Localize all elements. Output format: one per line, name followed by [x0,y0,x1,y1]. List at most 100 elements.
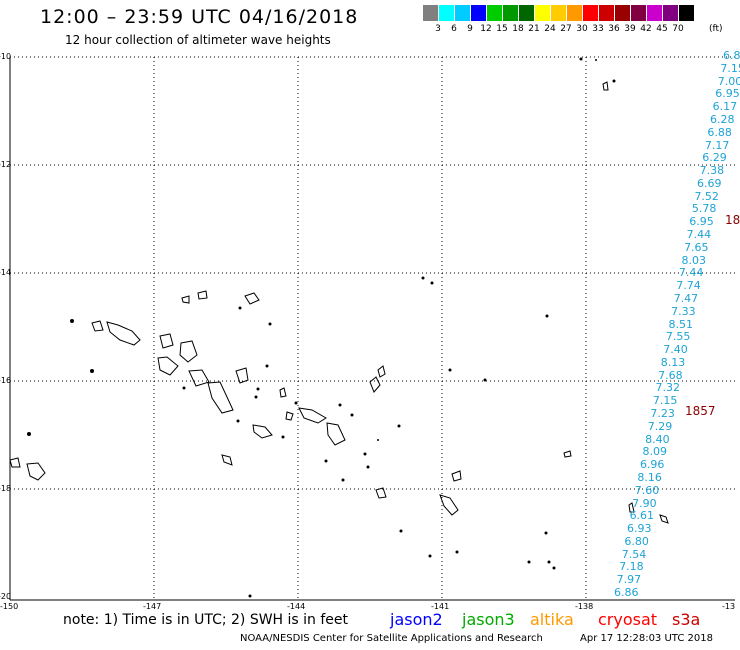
wave-height-value: 6.95 [715,87,740,101]
wave-height-value: 7.23 [650,407,675,420]
color-swatch [454,5,470,21]
wave-height-value: 7.29 [647,419,673,433]
color-swatch [630,5,646,21]
color-scale-label: 18 [512,24,524,34]
latitude-label: -20 [0,592,12,601]
wave-height-value: 6.96 [639,458,665,472]
island-outline [439,494,459,516]
island-outline [298,407,327,424]
island-outline [207,381,234,414]
island-outline [235,367,249,384]
wave-height-value: 7.32 [655,381,681,395]
page-title: 12:00 – 23:59 UTC 04/16/2018 [40,6,359,28]
wave-height-value: 6.17 [712,100,738,114]
color-swatch [518,5,534,21]
color-swatch [438,5,454,21]
map-frame [9,56,735,601]
note-text: note: 1) Time is in UTC; 2) SWH is in fe… [63,612,349,628]
island-outlines [9,81,669,524]
color-swatch [550,5,566,21]
color-scale-label: 42 [640,24,652,34]
wave-height-value: 7.97 [616,573,642,587]
color-swatch [646,5,662,21]
graticule [10,57,735,600]
island-outline [159,333,174,349]
longitude-label: -138 [575,602,594,611]
legend-jason2: jason2 [390,610,443,629]
wave-height-value: 6.93 [626,522,652,536]
wave-height-value: 6.61 [629,509,655,523]
legend-cryosat: cryosat [598,610,658,629]
wave-height-value: 7.38 [699,164,725,178]
latitude-label: -14 [0,268,12,277]
color-swatch [678,5,694,21]
wave-height-value: 6.28 [710,112,735,126]
latitude-label: -18 [0,484,12,493]
color-swatch [614,5,630,21]
wave-height-value: 8.13 [660,355,686,369]
color-scale-label: 9 [467,24,473,34]
wave-height-value: 6.69 [697,176,722,190]
footer-timestamp: Apr 17 12:28:03 UTC 2018 [580,633,713,644]
island-outline [285,411,294,421]
color-swatch [422,5,438,21]
color-scale-label: 27 [560,24,572,34]
wave-height-value: 7.44 [678,266,704,280]
latitude-label: -16 [0,376,12,385]
wave-height-value: 7.33 [671,304,696,318]
wave-height-value: 7.15 [720,61,740,75]
color-scale-label: 33 [592,24,604,34]
wave-height-value: 7.00 [717,74,740,88]
island-outline [602,81,609,91]
color-scale-label: 39 [624,24,636,34]
island-outline [659,514,669,524]
wave-height-value: 8.16 [637,470,662,484]
wave-height-value: 7.60 [634,483,660,497]
wave-height-value: 5.78 [691,202,717,216]
longitude-label: -150 [0,602,19,611]
color-swatch [598,5,614,21]
island-outline [628,502,635,513]
legend-altika: altika [530,610,574,629]
longitude-label: -141 [431,602,450,611]
wave-height-value: 6.80 [624,534,649,548]
wave-height-value: 7.55 [665,330,691,344]
island-outline [181,295,190,304]
color-scale-label: 45 [656,24,668,34]
wave-height-value: 6.8 [723,49,740,62]
wave-height-value: 7.18 [619,560,644,574]
color-scale-label: 21 [528,24,540,34]
island-outline [451,470,462,482]
wave-height-value: 8.40 [645,432,670,446]
wave-height-value: 7.54 [621,547,647,561]
color-scale-label: 24 [544,24,556,34]
legend-s3a: s3a [672,610,701,629]
longitude-label: -144 [287,602,306,611]
color-swatch [582,5,598,21]
island-outline [375,487,387,499]
wave-height-value: 6.95 [689,215,714,229]
wave-height-value: 7.90 [632,496,657,510]
wave-height-value: 7.15 [652,394,678,408]
color-scale-label: 36 [608,24,620,34]
island-outline [221,454,233,466]
color-swatch [486,5,502,21]
island-dots [27,57,616,598]
island-outline [26,462,46,481]
island-outline [377,365,386,378]
color-scale-label: 6 [451,24,457,34]
wave-height-value: 8.09 [642,445,668,459]
wave-height-value: 6.88 [707,125,732,139]
wave-height-value: 7.17 [704,138,730,152]
island-outline [279,387,287,398]
wave-height-value: 7.40 [663,343,688,357]
wave-height-value: 7.65 [684,240,709,254]
latitude-label: -12 [0,160,12,169]
island-outline [563,450,572,458]
footer-credit: NOAA/NESDIS Center for Satellite Applica… [240,633,543,644]
island-outline [157,356,179,376]
island-outline [188,369,210,387]
page-subtitle: 12 hour collection of altimeter wave hei… [65,33,331,47]
color-swatch [502,5,518,21]
